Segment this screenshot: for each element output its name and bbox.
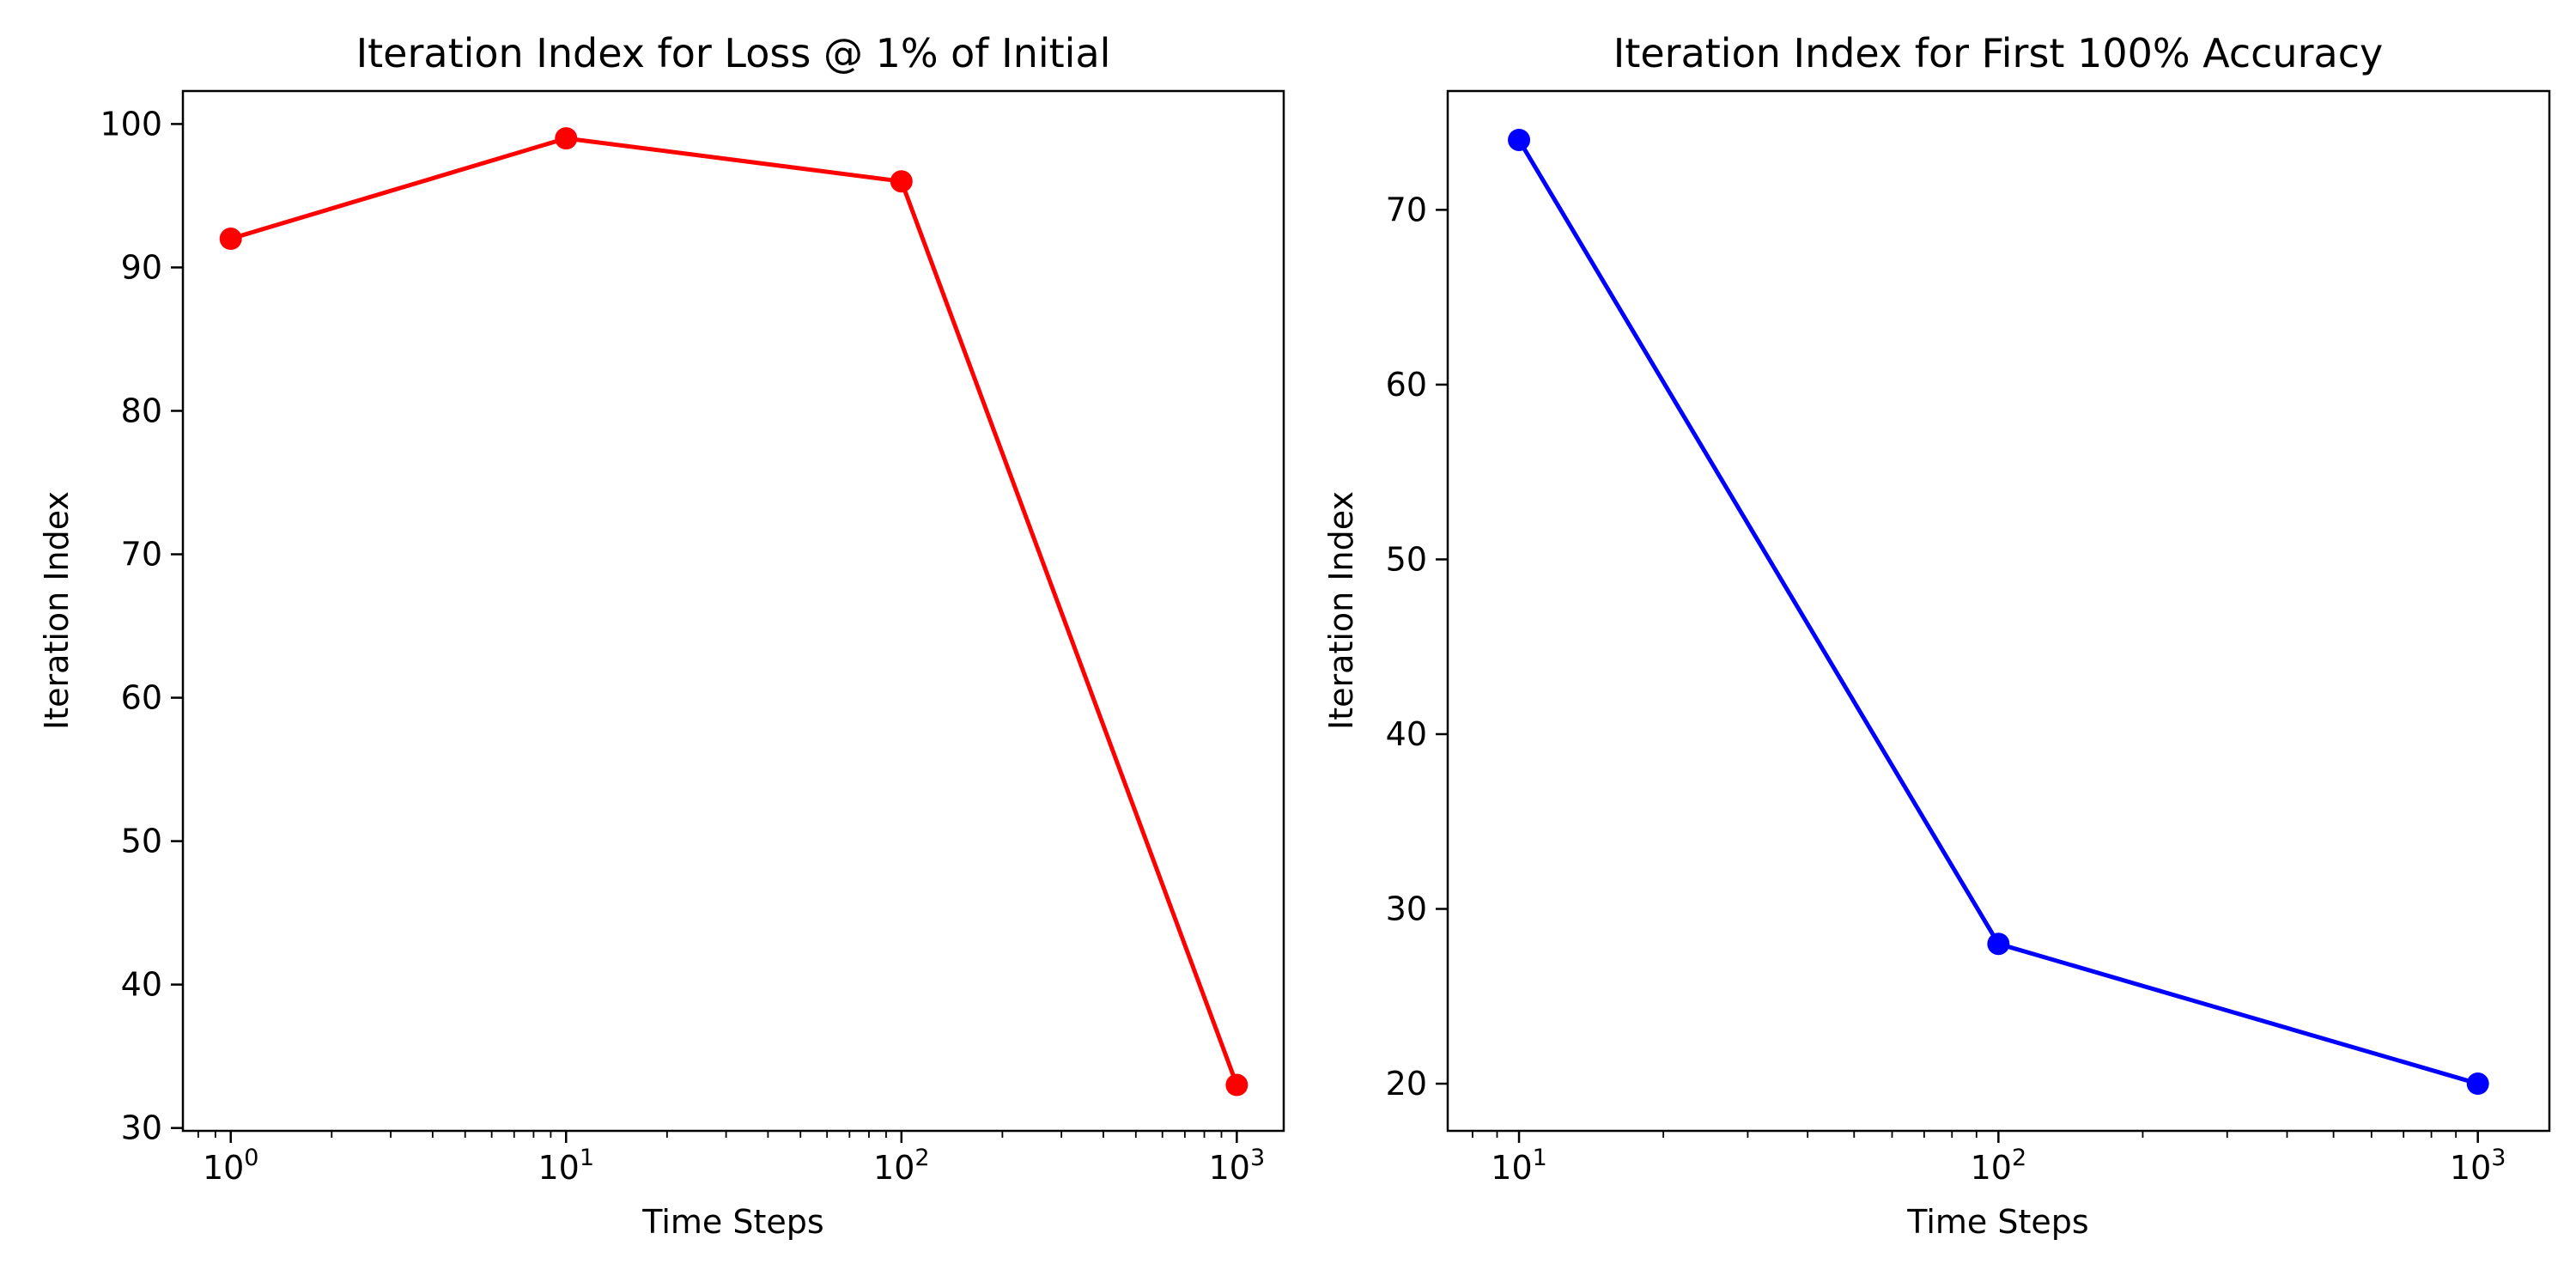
y-tick-label: 60 (121, 679, 162, 717)
x-tick-label: 102 (873, 1145, 930, 1187)
y-tick-label: 90 (121, 248, 162, 286)
plot-frame (181, 89, 1285, 1133)
x-tick-label: 101 (538, 1145, 594, 1187)
chart-loss: 100 101 102 103 30 40 50 60 70 80 90 100 Iteration… (38, 30, 1285, 1241)
series-line (228, 136, 1240, 1088)
chart-accuracy: 101 102 103 20 30 40 50 60 70 Iteration Index f… (1322, 30, 2551, 1241)
data-point (555, 127, 578, 150)
y-tick-label: 60 (1386, 366, 1427, 404)
y-tick-label: 30 (121, 1109, 162, 1147)
y-ticks: 20 30 40 50 60 70 (1386, 191, 1448, 1103)
x-axis-label: Time Steps (1906, 1203, 2088, 1241)
x-tick-label: 103 (1209, 1145, 1266, 1187)
y-tick-label: 100 (100, 105, 162, 143)
data-point (1508, 128, 1531, 151)
x-axis-label: Time Steps (641, 1203, 823, 1241)
x-tick-label: 101 (1491, 1145, 1547, 1187)
data-point (219, 228, 242, 251)
x-ticks: 100 101 102 103 (197, 1131, 1266, 1187)
series-accuracy (1508, 128, 2489, 1096)
data-point (1987, 933, 2010, 956)
y-tick-label: 30 (1386, 890, 1427, 928)
x-tick-label: 103 (2450, 1145, 2506, 1187)
x-tick-label: 102 (1971, 1145, 2027, 1187)
y-tick-label: 70 (121, 536, 162, 574)
data-point (2466, 1072, 2489, 1096)
y-tick-label: 70 (1386, 191, 1427, 228)
y-tick-label: 40 (121, 966, 162, 1004)
y-axis-label: Iteration Index (38, 491, 76, 730)
x-tick-label: 100 (203, 1145, 259, 1187)
data-point (890, 170, 913, 193)
chart-title: Iteration Index for First 100% Accuracy (1613, 30, 2383, 76)
y-tick-label: 80 (121, 392, 162, 429)
x-ticks: 101 102 103 (1472, 1131, 2506, 1187)
plot-frame (1446, 89, 2551, 1133)
chart-title: Iteration Index for Loss @ 1% of Initial (356, 30, 1111, 76)
y-tick-label: 50 (121, 823, 162, 860)
y-tick-label: 50 (1386, 540, 1427, 578)
y-tick-label: 20 (1386, 1065, 1427, 1103)
y-axis-label: Iteration Index (1322, 491, 1360, 730)
y-ticks: 30 40 50 60 70 80 90 100 (100, 105, 183, 1147)
y-tick-label: 40 (1386, 715, 1427, 753)
series-loss (219, 127, 1249, 1097)
data-point (1225, 1073, 1249, 1097)
